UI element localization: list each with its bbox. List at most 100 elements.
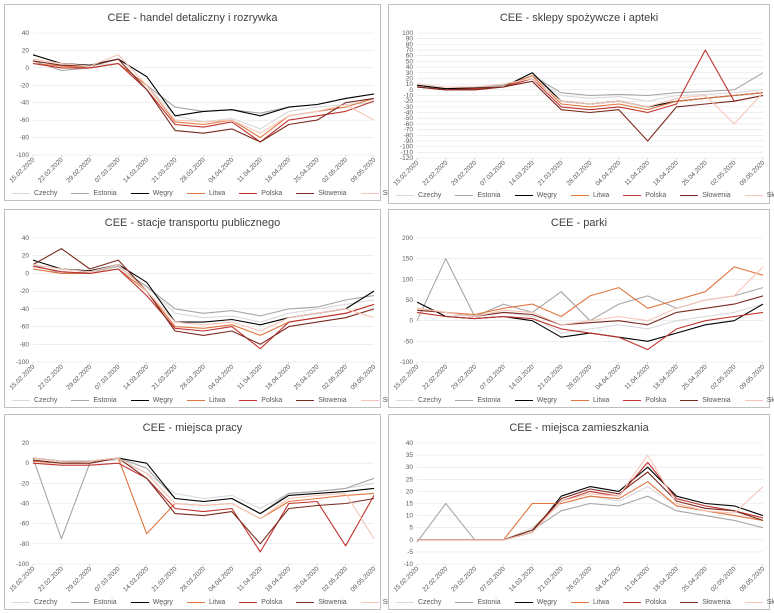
legend-swatch: [570, 195, 589, 196]
legend-item: Słowacja: [744, 599, 774, 606]
x-tick-label: 07.03.2020: [94, 156, 122, 184]
x-tick-label: 29.02.2020: [450, 159, 478, 187]
x-tick-label: 25.04.2020: [293, 565, 321, 593]
y-tick-label: -40: [20, 306, 30, 313]
legend-swatch: [71, 602, 90, 603]
legend-swatch: [744, 195, 763, 196]
x-tick-label: 21.03.2020: [151, 363, 179, 391]
x-tick-label: 15.02.2020: [8, 363, 36, 391]
chart-title: CEE - stacje transportu publicznego: [104, 217, 281, 229]
legend-label: Słowacja: [766, 192, 774, 199]
x-tick-label: 09.05.2020: [738, 159, 766, 187]
y-tick-label: -50: [404, 115, 414, 122]
legend-label: Estonia: [477, 192, 501, 199]
y-tick-label: 90: [406, 36, 414, 43]
legend-item: Estonia: [71, 599, 117, 606]
legend-swatch: [239, 400, 258, 401]
legend-label: Słowenia: [702, 599, 731, 606]
legend-item: Estonia: [71, 397, 117, 404]
y-tick-label: -10: [404, 561, 414, 568]
x-tick-label: 02.05.2020: [710, 159, 738, 187]
legend-item: Litwa: [186, 397, 226, 404]
chart-plot: -100 -80 -60 -40 -20 0 20 40 15.02.2020 22.02.202…: [8, 235, 377, 391]
chart-legend: CzechyEstoniaWęgryLitwaPolskaSłoweniaSło…: [5, 190, 411, 197]
y-tick-label: 70: [406, 47, 414, 54]
legend-label: Estonia: [93, 190, 117, 197]
x-tick-label: 07.03.2020: [94, 565, 122, 593]
legend-label: Litwa: [208, 397, 226, 404]
legend-label: Litwa: [592, 599, 610, 606]
y-tick-label: 30: [406, 464, 414, 471]
legend-label: Czechy: [418, 397, 442, 404]
x-tick-label: 28.03.2020: [565, 159, 593, 187]
x-tick-label: 14.03.2020: [122, 565, 150, 593]
x-tick-label: 22.02.2020: [421, 565, 449, 593]
legend-label: Słowenia: [318, 599, 347, 606]
legend-item: Litwa: [570, 192, 610, 199]
legend-label: Litwa: [592, 192, 610, 199]
chart-panel-workplaces: CEE - miejsca pracy -100 -80 -60 -40 -20 0 20 1…: [4, 414, 411, 610]
y-tick-label: 100: [402, 30, 413, 37]
y-tick-label: -100: [16, 152, 29, 159]
chart-legend: CzechyEstoniaWęgryLitwaPolskaSłoweniaSło…: [389, 599, 774, 606]
x-tick-label: 04.04.2020: [207, 363, 235, 391]
legend-swatch: [186, 400, 205, 401]
legend-item: Polska: [239, 599, 282, 606]
y-tick-label: -20: [404, 98, 414, 105]
x-tick-label: 04.04.2020: [594, 565, 622, 593]
legend-label: Słowacja: [766, 397, 774, 404]
y-tick-label: -100: [400, 144, 413, 151]
legend-label: Węgry: [536, 192, 557, 199]
y-tick-label: -70: [404, 127, 414, 134]
legend-swatch: [360, 602, 379, 603]
legend-swatch: [12, 193, 30, 194]
x-tick-label: 04.04.2020: [594, 159, 622, 187]
legend-swatch: [296, 193, 315, 194]
y-tick-label: -20: [20, 480, 30, 487]
legend-item: Polska: [239, 397, 282, 404]
legend-label: Czechy: [418, 599, 442, 606]
y-tick-label: 0: [409, 318, 413, 325]
legend-item: Słowenia: [296, 397, 347, 404]
x-tick-label: 02.05.2020: [710, 363, 738, 391]
y-tick-label: 0: [25, 460, 29, 467]
y-tick-label: 10: [406, 513, 414, 520]
x-tick-label: 22.02.2020: [421, 159, 449, 187]
legend-item: Słowacja: [744, 192, 774, 199]
legend-label: Litwa: [208, 190, 226, 197]
legend-label: Węgry: [152, 190, 173, 197]
y-tick-label: 40: [22, 235, 30, 242]
series-line: [32, 457, 375, 535]
legend-swatch: [296, 400, 315, 401]
legend-swatch: [514, 602, 533, 603]
x-tick-label: 18.04.2020: [264, 156, 292, 184]
y-tick-label: 25: [406, 476, 414, 483]
x-tick-label: 29.02.2020: [65, 156, 93, 184]
x-tick-label: 02.05.2020: [321, 363, 349, 391]
legend-swatch: [744, 400, 763, 401]
legend-swatch: [71, 193, 90, 194]
legend-item: Polska: [623, 397, 666, 404]
x-tick-label: 18.04.2020: [264, 565, 292, 593]
legend-item: Czechy: [12, 599, 57, 606]
x-tick-label: 25.04.2020: [293, 363, 321, 391]
series-line: [416, 49, 764, 114]
legend-label: Słowenia: [702, 192, 731, 199]
y-tick-label: 80: [406, 41, 414, 48]
x-tick-label: 29.02.2020: [450, 565, 478, 593]
y-tick-label: -80: [20, 135, 30, 142]
y-tick-label: -20: [20, 288, 30, 295]
legend-swatch: [130, 400, 149, 401]
y-tick-label: 150: [402, 256, 413, 263]
legend-label: Słowacja: [766, 599, 774, 606]
x-tick-label: 02.05.2020: [710, 565, 738, 593]
x-tick-label: 18.04.2020: [652, 363, 680, 391]
series-line: [417, 461, 764, 541]
series-line: [32, 62, 375, 130]
legend-label: Czechy: [34, 190, 58, 197]
x-tick-label: 09.05.2020: [349, 363, 377, 391]
x-tick-label: 04.04.2020: [207, 156, 235, 184]
series-line: [416, 495, 764, 543]
x-tick-label: 14.03.2020: [508, 565, 536, 593]
